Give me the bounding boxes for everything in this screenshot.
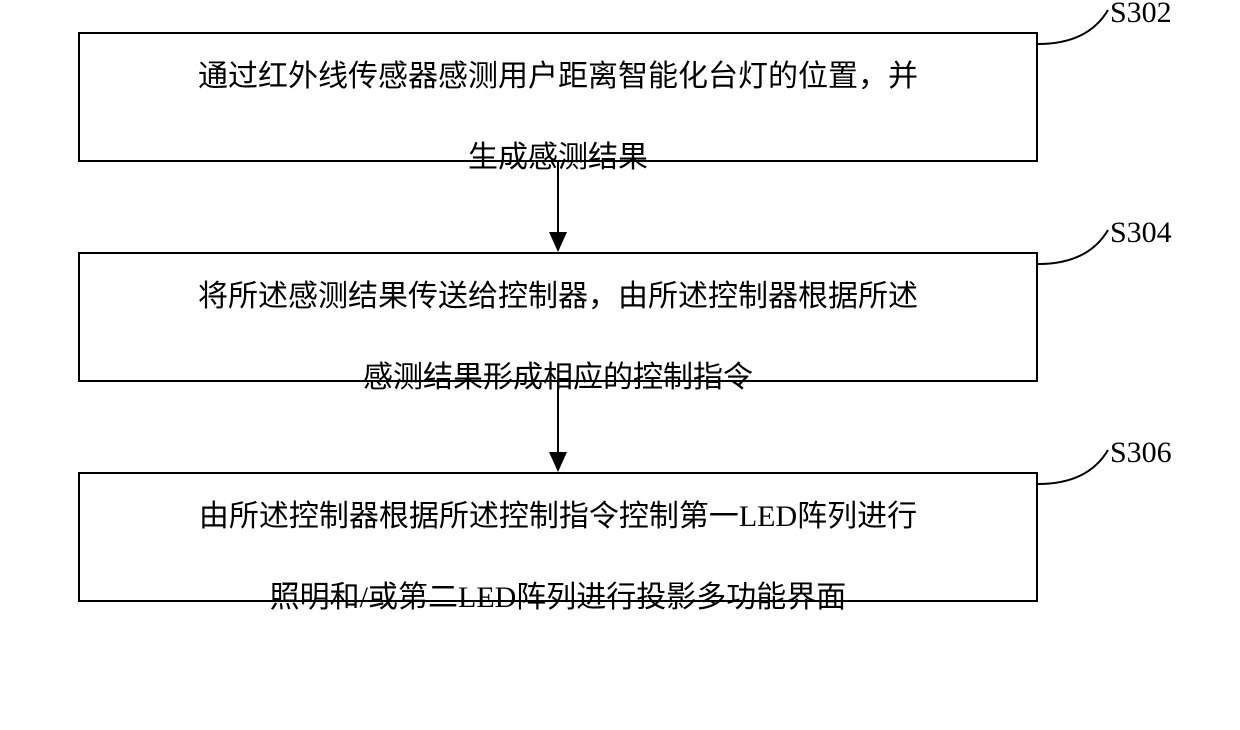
flowchart-step-text: 将所述感测结果传送给控制器，由所述控制器根据所述 感测结果形成相应的控制指令 — [198, 236, 918, 398]
step-line-1: 将所述感测结果传送给控制器，由所述控制器根据所述 — [198, 280, 918, 313]
flowchart-step-s306: 由所述控制器根据所述控制指令控制第一LED阵列进行 照明和/或第二LED阵列进行… — [78, 472, 1038, 602]
step-line-2: 照明和/或第二LED阵列进行投影多功能界面 — [270, 581, 847, 614]
flowchart-step-label-s306: S306 — [1110, 436, 1172, 470]
flowchart-step-label-s302: S302 — [1110, 0, 1172, 30]
flowchart-step-text: 通过红外线传感器感测用户距离智能化台灯的位置，并 生成感测结果 — [198, 16, 918, 178]
step-line-1: 由所述控制器根据所述控制指令控制第一LED阵列进行 — [199, 500, 917, 533]
flowchart-step-label-s304: S304 — [1110, 216, 1172, 250]
step-line-1: 通过红外线传感器感测用户距离智能化台灯的位置，并 — [198, 60, 918, 93]
flowchart-step-s304: 将所述感测结果传送给控制器，由所述控制器根据所述 感测结果形成相应的控制指令 — [78, 252, 1038, 382]
flowchart-step-text: 由所述控制器根据所述控制指令控制第一LED阵列进行 照明和/或第二LED阵列进行… — [199, 456, 917, 618]
flowchart-step-s302: 通过红外线传感器感测用户距离智能化台灯的位置，并 生成感测结果 — [78, 32, 1038, 162]
